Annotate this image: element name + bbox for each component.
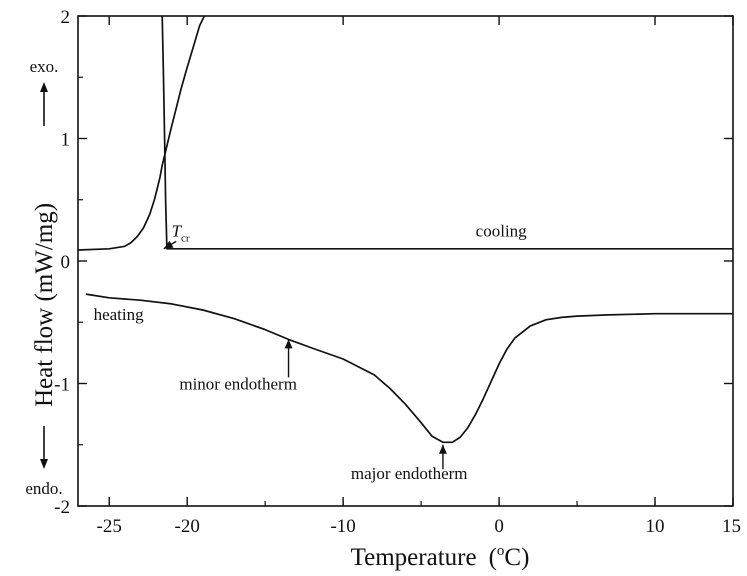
series-cooling-crystallization	[161, 15, 733, 250]
x-tick-label: -10	[330, 516, 355, 537]
annotation-tcr: Tcr	[172, 222, 190, 245]
annotation-cooling: cooling	[476, 222, 527, 241]
exo-arrow-icon	[40, 82, 48, 126]
annotations: cooling Tcr heating minor endotherm major en…	[94, 222, 528, 484]
y-tick-label: -1	[54, 375, 70, 396]
major-endotherm-arrow-icon	[438, 444, 447, 470]
minor-endotherm-arrow-icon	[284, 339, 293, 378]
series-heating	[85, 293, 733, 444]
exo-label: exo.	[30, 57, 59, 76]
tcr-arrow-icon	[163, 240, 177, 250]
series-layer	[77, 15, 733, 444]
y-tick-label: 0	[61, 252, 71, 273]
x-tick-label: 15	[722, 516, 741, 537]
annotation-major: major endotherm	[351, 464, 468, 483]
y-tick-label: -2	[54, 497, 70, 518]
series-cooling	[77, 15, 206, 251]
annotation-heating: heating	[94, 305, 145, 324]
x-tick-label: -25	[97, 516, 122, 537]
y-tick-label: 2	[61, 7, 71, 28]
y-tick-label: 1	[61, 130, 71, 151]
annotation-minor: minor endotherm	[179, 375, 297, 394]
x-tick-label: -20	[175, 516, 200, 537]
y-axis-title: Heat flow (mW/mg)	[31, 203, 58, 407]
endo-label: endo.	[25, 479, 62, 498]
x-axis-title: Temperature (oC)	[351, 543, 530, 571]
plot-frame	[77, 15, 734, 507]
x-tick-label: 10	[646, 516, 665, 537]
x-tick-label: 0	[494, 516, 504, 537]
endo-arrow-icon	[40, 426, 48, 469]
